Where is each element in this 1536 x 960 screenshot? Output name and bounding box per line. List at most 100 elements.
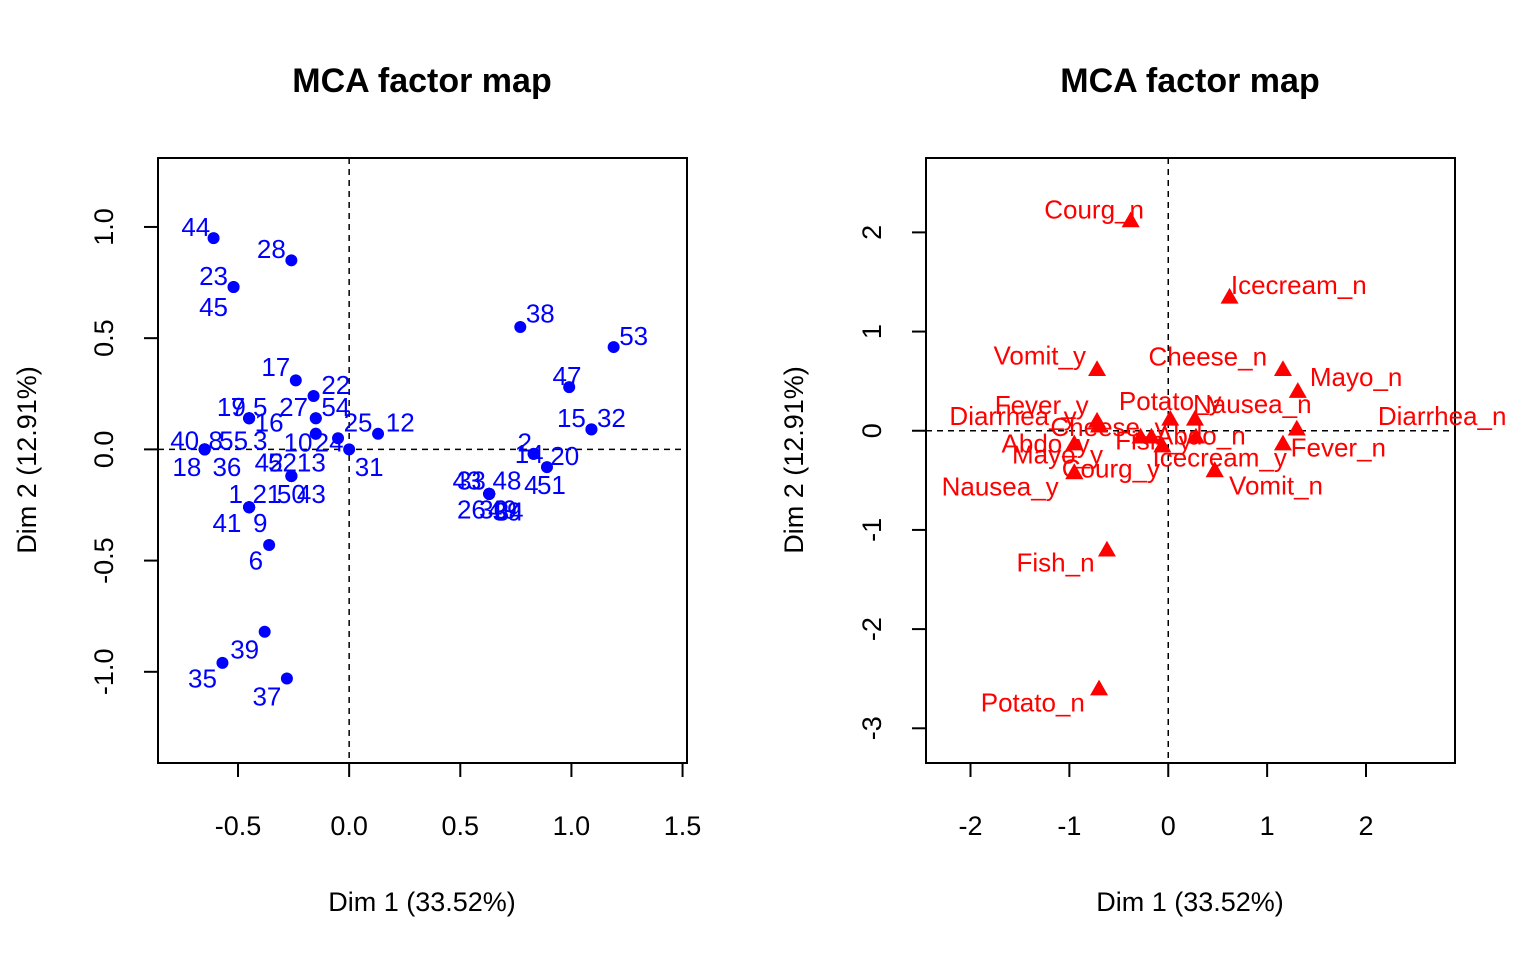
point-label: 3	[253, 425, 267, 455]
point-label: 16	[255, 408, 284, 438]
data-point	[1153, 436, 1172, 453]
point-label: 44	[181, 212, 210, 242]
data-point	[1161, 409, 1180, 426]
point-labels: Courg_n Icecream_n Vomit_y Cheese_n Mayo_n Fe…	[942, 195, 1507, 718]
point-label: 50	[277, 479, 306, 509]
point-label: 9	[253, 508, 267, 538]
data-point	[1090, 679, 1109, 696]
point-label: 18	[172, 452, 201, 482]
x-tick-label: 0.5	[442, 811, 480, 841]
x-axis-label: Dim 1 (33.52%)	[328, 887, 516, 917]
data-point	[307, 389, 320, 402]
point-label: Fever_n	[1291, 433, 1386, 463]
data-point	[1142, 427, 1161, 444]
y-tick-label: -2	[857, 617, 887, 641]
x-axis: -2 -1 0 1 2	[958, 762, 1374, 841]
data-point	[243, 412, 256, 425]
x-tick-label: 1.5	[664, 811, 702, 841]
y-tick-label: -0.5	[89, 537, 119, 584]
y-axis-label: Dim 2 (12.91%)	[12, 366, 42, 554]
data-point	[607, 341, 620, 354]
data-point	[285, 470, 298, 483]
point-label: 20	[550, 441, 579, 471]
point-label: Mayo_n	[1310, 362, 1403, 392]
data-point	[483, 487, 496, 500]
y-tick-label: 0.5	[89, 319, 119, 357]
point-label: 4	[524, 470, 538, 500]
x-axis: -0.5 0.0 0.5 1.0 1.5	[215, 762, 702, 841]
x-tick-label: -0.5	[215, 811, 262, 841]
point-label: Fever_y	[995, 390, 1089, 420]
data-point	[1205, 461, 1224, 478]
data-point	[1090, 416, 1109, 433]
x-axis-label: Dim 1 (33.52%)	[1096, 887, 1284, 917]
x-tick-label: 0.0	[330, 811, 368, 841]
point-label: 13	[297, 448, 326, 478]
point-label: 26	[457, 494, 486, 524]
x-tick-label: -1	[1057, 811, 1081, 841]
point-label: 54	[321, 392, 350, 422]
point-label: Abdo_y	[1002, 429, 1090, 459]
data-point	[1065, 434, 1084, 451]
data-point	[1288, 382, 1307, 398]
point-label: Potato_n	[981, 688, 1085, 718]
point-label: 7	[231, 392, 245, 422]
y-axis: -1.0 -0.5 0.0 0.5 1.0	[89, 208, 159, 696]
x-tick-label: 0	[1161, 811, 1176, 841]
point-label: 55	[219, 425, 248, 455]
point-label: Fish_n	[1017, 548, 1095, 578]
data-point	[1287, 419, 1306, 436]
data-point	[216, 656, 229, 669]
data-point	[540, 461, 553, 474]
data-point	[1220, 287, 1239, 304]
reference-lines	[158, 158, 687, 763]
point-label: 12	[386, 408, 415, 438]
data-point	[563, 381, 576, 394]
y-tick-label: 2	[857, 225, 887, 240]
chart-title: MCA factor map	[292, 62, 551, 100]
data-point	[1185, 409, 1204, 426]
y-tick-label: -1.0	[89, 649, 119, 696]
point-label: 34	[495, 497, 524, 527]
point-label: 1	[229, 479, 243, 509]
point-label: Courg_y	[1062, 453, 1160, 483]
reference-lines	[926, 158, 1455, 763]
point-label: 24	[315, 428, 344, 458]
data-point	[585, 423, 598, 436]
point-label: 10	[284, 428, 313, 458]
data-point	[527, 447, 540, 460]
point-label: Icecream_n	[1231, 270, 1367, 300]
data-point	[258, 625, 271, 638]
point-label: 35	[188, 663, 217, 693]
point-label: 36	[212, 452, 241, 482]
y-axis: -3 -2 -1 0 1 2	[857, 225, 927, 740]
point-label: 19	[217, 392, 246, 422]
data-point	[309, 427, 322, 440]
panel-individuals: MCA factor map -0.5 0.0 0.5 1.0 1.5 -1.0 -0.5…	[12, 62, 701, 917]
point-label: 41	[212, 508, 241, 538]
point-label: Cheese_n	[1149, 341, 1268, 371]
data-point	[332, 432, 345, 445]
data-point	[1273, 360, 1292, 377]
point-label: 25	[344, 408, 373, 438]
point-label: Diarrhea_n	[1378, 401, 1507, 431]
data-point	[1121, 211, 1140, 228]
point-label: 30	[479, 494, 508, 524]
point-label: Fish_y	[1115, 426, 1192, 456]
point-label: 42	[255, 448, 284, 478]
point-label: Cheese_y	[1050, 412, 1167, 442]
point-label: 40	[170, 425, 199, 455]
point-label: 17	[261, 352, 290, 382]
point-label: 21	[252, 479, 281, 509]
x-tick-label: 1.0	[553, 811, 591, 841]
point-label: 45	[199, 292, 228, 322]
point-label: 39	[230, 635, 259, 665]
point-label: 31	[355, 452, 384, 482]
data-point	[243, 501, 256, 514]
data-point	[1065, 463, 1084, 480]
data-point	[1186, 427, 1205, 444]
data-point	[289, 374, 302, 387]
point-label: 52	[268, 448, 297, 478]
point-label: Abdo_n	[1156, 421, 1246, 451]
